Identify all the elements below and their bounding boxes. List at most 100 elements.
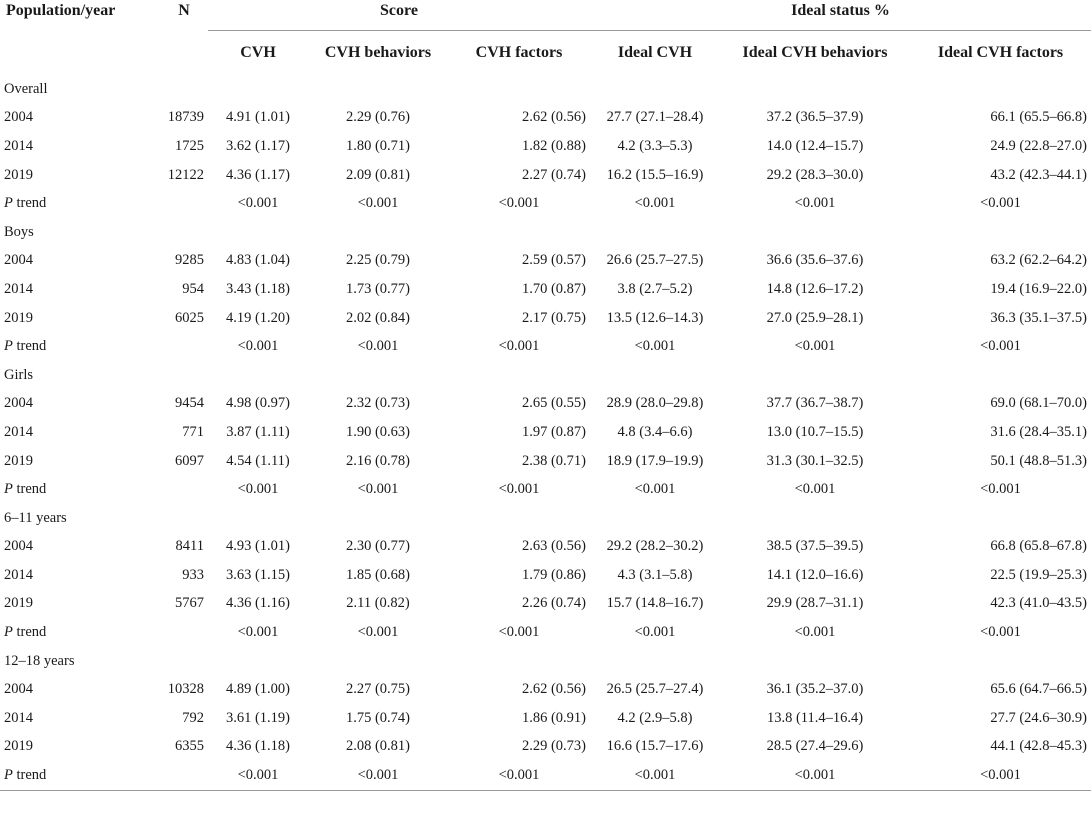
n-cell: 18739 <box>167 109 204 126</box>
fac-cell: 2.29 (0.73) <box>521 738 586 755</box>
fac-cell: 2.65 (0.55) <box>521 395 586 412</box>
group-label: Girls <box>4 366 33 383</box>
ifac-cell: 66.1 (65.5–66.8) <box>990 109 1088 126</box>
ibeh-cell: 31.3 (30.1–32.5) <box>766 452 864 469</box>
p-trend-icvh: <0.001 <box>634 481 676 498</box>
header-cvh: CVH <box>240 44 276 61</box>
icvh-cell: 26.6 (25.7–27.5) <box>606 252 704 269</box>
ibeh-cell: 29.2 (28.3–30.0) <box>766 166 864 183</box>
group-label: Overall <box>4 80 48 97</box>
header-cvh-behaviors: CVH behaviors <box>324 44 432 61</box>
p-trend-beh: <0.001 <box>357 338 399 355</box>
beh-cell: 2.16 (0.78) <box>345 452 411 469</box>
n-cell: 9285 <box>175 252 204 269</box>
ifac-cell: 63.2 (62.2–64.2) <box>990 252 1088 269</box>
group-row: Boys <box>0 218 1091 247</box>
p-trend-cvh: <0.001 <box>237 624 279 641</box>
ibeh-cell: 14.8 (12.6–17.2) <box>766 280 864 297</box>
trend-word: trend <box>12 195 47 212</box>
p-trend-cvh: <0.001 <box>237 338 279 355</box>
ibeh-cell: 13.0 (10.7–15.5) <box>766 423 864 440</box>
cvh-cell: 4.54 (1.11) <box>226 452 290 469</box>
ibeh-cell: 27.0 (25.9–28.1) <box>766 309 864 326</box>
ibeh-cell: 14.1 (12.0–16.6) <box>766 566 864 583</box>
table-row: 2004 8411 4.93 (1.01) 2.30 (0.77) 2.63 (0.56… <box>0 533 1091 562</box>
header-ideal-status: Ideal status % <box>590 0 1091 31</box>
table-row: 2014 933 3.63 (1.15) 1.85 (0.68) 1.79 (0.86)… <box>0 561 1091 590</box>
ifac-cell: 42.3 (41.0–43.5) <box>990 595 1088 612</box>
year-cell: 2004 <box>4 252 33 269</box>
group-row: 6–11 years <box>0 504 1091 533</box>
fac-cell: 2.27 (0.74) <box>521 166 586 183</box>
year-cell: 2014 <box>4 280 33 297</box>
beh-cell: 2.25 (0.79) <box>345 252 411 269</box>
p-trend-label: P trend <box>0 618 160 647</box>
p-trend-beh: <0.001 <box>308 761 448 791</box>
table-row: 2019 6025 4.19 (1.20) 2.02 (0.84) 2.17 (0.75… <box>0 304 1091 333</box>
beh-cell: 2.27 (0.75) <box>345 681 411 698</box>
year-cell: 2004 <box>4 538 33 555</box>
p-trend-ifac: <0.001 <box>980 624 1021 641</box>
fac-cell: 2.59 (0.57) <box>521 252 586 269</box>
p-symbol: P <box>4 767 13 784</box>
year-cell: 2004 <box>4 681 33 698</box>
p-trend-row: P trend <0.001 <0.001 <0.001 <0.001 <0.001 <0.… <box>0 189 1091 218</box>
year-cell: 2019 <box>4 452 33 469</box>
cvh-cell: 3.63 (1.15) <box>225 566 291 583</box>
ifac-cell: 22.5 (19.9–25.3) <box>990 566 1088 583</box>
p-symbol: P <box>4 195 13 212</box>
p-trend-row: P trend <0.001 <0.001 <0.001 <0.001 <0.001 <0.… <box>0 475 1091 504</box>
table-row: 2004 9285 4.83 (1.04) 2.25 (0.79) 2.59 (0.57… <box>0 247 1091 276</box>
p-trend-ifac: <0.001 <box>980 195 1021 212</box>
p-trend-ifac: <0.001 <box>910 761 1091 791</box>
fac-cell: 2.26 (0.74) <box>521 595 586 612</box>
icvh-cell: 4.2 (3.3–5.3) <box>617 137 693 154</box>
p-trend-row: P trend <0.001 <0.001 <0.001 <0.001 <0.001 <0.… <box>0 618 1091 647</box>
p-trend-label: P trend <box>0 189 160 218</box>
n-cell: 771 <box>182 423 204 440</box>
p-trend-cvh: <0.001 <box>208 761 308 791</box>
p-trend-icvh: <0.001 <box>590 761 720 791</box>
n-cell: 792 <box>182 709 204 726</box>
beh-cell: 1.75 (0.74) <box>345 709 411 726</box>
table-row: 2014 792 3.61 (1.19) 1.75 (0.74) 1.86 (0.91)… <box>0 704 1091 733</box>
n-cell-empty <box>160 761 208 791</box>
header-population-year: Population/year <box>6 2 116 19</box>
ifac-cell: 44.1 (42.8–45.3) <box>990 738 1088 755</box>
group-label: Boys <box>4 223 34 240</box>
table-header: Population/year N Score Ideal status % C… <box>0 0 1091 75</box>
group-row: Overall <box>0 75 1091 104</box>
year-cell: 2019 <box>4 166 33 183</box>
cvh-cell: 3.43 (1.18) <box>225 280 291 297</box>
fac-cell: 2.62 (0.56) <box>521 109 586 126</box>
ifac-cell: 69.0 (68.1–70.0) <box>990 395 1088 412</box>
p-trend-ibeh: <0.001 <box>794 481 836 498</box>
table-row: 2019 6355 4.36 (1.18) 2.08 (0.81) 2.29 (0.73… <box>0 733 1091 762</box>
n-cell: 6097 <box>175 452 204 469</box>
icvh-cell: 4.3 (3.1–5.8) <box>617 566 693 583</box>
cvh-cell: 4.93 (1.01) <box>225 538 291 555</box>
p-trend-label: P trend <box>0 332 160 361</box>
icvh-cell: 15.7 (14.8–16.7) <box>606 595 704 612</box>
p-trend-icvh: <0.001 <box>634 624 676 641</box>
p-trend-row: P trend <0.001 <0.001 <0.001 <0.001 <0.001 <0.… <box>0 761 1091 791</box>
p-trend-cvh: <0.001 <box>237 195 279 212</box>
p-trend-icvh: <0.001 <box>634 338 676 355</box>
year-cell: 2004 <box>4 109 33 126</box>
n-cell: 12122 <box>167 166 204 183</box>
p-trend-ibeh: <0.001 <box>794 195 836 212</box>
cvh-cell: 3.87 (1.11) <box>226 423 290 440</box>
table-body: Overall 2004 18739 4.91 (1.01) 2.29 (0.76) 2.… <box>0 75 1091 791</box>
year-cell: 2019 <box>4 309 33 326</box>
n-cell-empty <box>160 332 208 361</box>
n-cell: 9454 <box>175 395 204 412</box>
icvh-cell: 4.8 (3.4–6.6) <box>617 423 693 440</box>
p-symbol: P <box>4 624 13 641</box>
beh-cell: 1.90 (0.63) <box>345 423 411 440</box>
beh-cell: 2.02 (0.84) <box>345 309 411 326</box>
group-label: 6–11 years <box>4 509 67 526</box>
icvh-cell: 29.2 (28.2–30.2) <box>606 538 704 555</box>
icvh-cell: 16.6 (15.7–17.6) <box>606 738 704 755</box>
group-row: Girls <box>0 361 1091 390</box>
cvh-cell: 4.36 (1.16) <box>225 595 291 612</box>
